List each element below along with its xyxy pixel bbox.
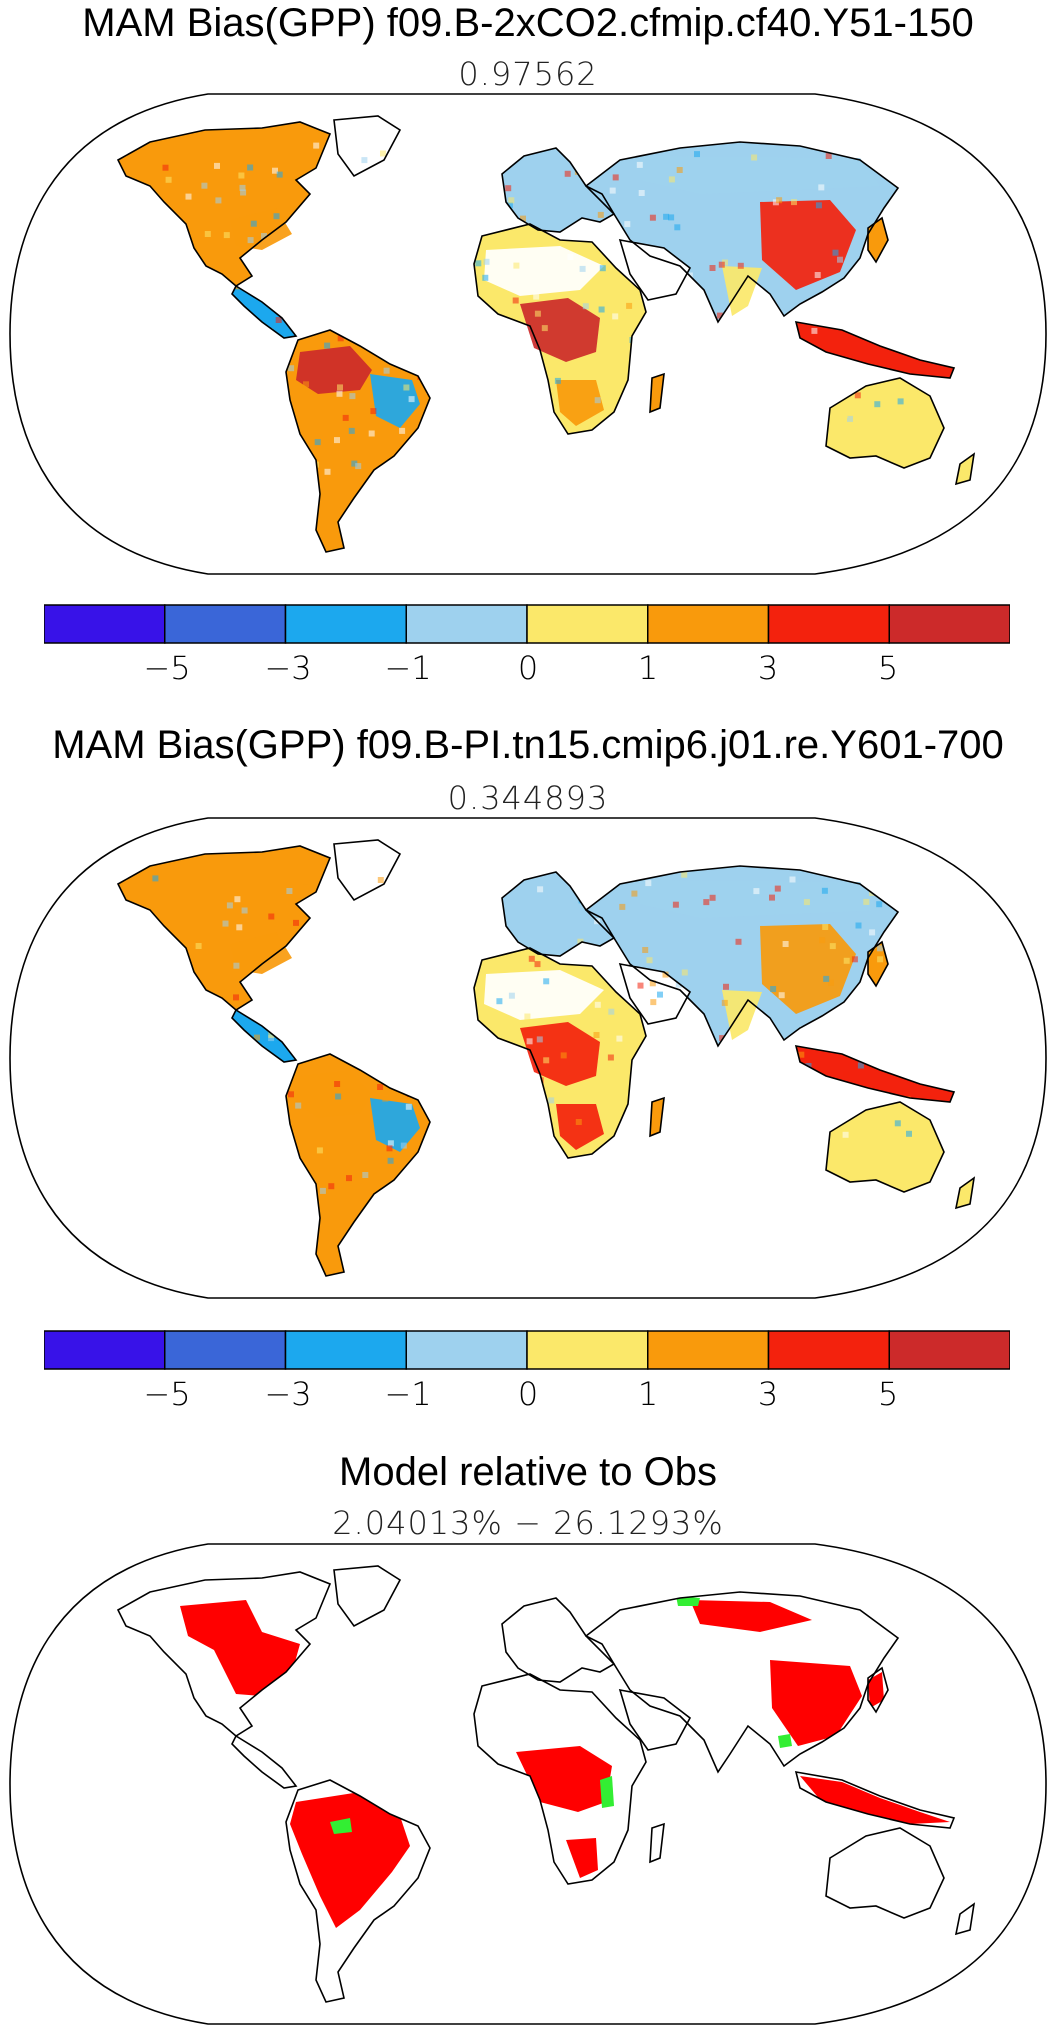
colorbar-swatch — [405, 1330, 528, 1370]
panel1-tick: 5 — [877, 649, 899, 687]
mask-region-japan — [868, 1672, 884, 1708]
colorbar-swatch — [888, 1330, 1010, 1370]
land-central-america — [232, 286, 296, 338]
land-japan — [868, 942, 888, 986]
land-indonesia — [796, 322, 954, 378]
coastlines — [116, 115, 976, 553]
land-australia — [826, 1102, 944, 1192]
panel2-colorbar — [44, 1330, 1010, 1370]
panel1-colorbar — [44, 604, 1010, 644]
mask-region-central-africa — [516, 1746, 612, 1812]
land-north-america — [118, 846, 330, 1010]
bias-patch-southern-africa — [556, 1104, 604, 1150]
map-frame — [9, 817, 1047, 1299]
colorbar-swatch — [164, 1330, 287, 1370]
mask-region-indonesia — [800, 1776, 950, 1824]
panel1-tick: −5 — [143, 649, 191, 687]
panel1-tick: −3 — [264, 649, 312, 687]
panel2-tick: −3 — [264, 1375, 312, 1413]
colorbar-swatch — [767, 1330, 890, 1370]
bias-patch-southern-africa — [556, 380, 604, 426]
panel2-tick: −5 — [143, 1375, 191, 1413]
land-new-zealand — [956, 454, 974, 484]
panel1-global-mean: 0.97562 — [458, 55, 598, 93]
mask-region-africa-green — [600, 1776, 614, 1808]
panel1-tick: −1 — [384, 649, 432, 687]
land-greenland — [334, 116, 400, 176]
bias-patch-amazon — [296, 1070, 372, 1118]
panel2-tick: 5 — [877, 1375, 899, 1413]
land-indonesia — [796, 1046, 954, 1102]
bias-patch-india — [722, 266, 762, 316]
colorbar-swatch — [284, 604, 407, 644]
colorbar-swatch — [405, 604, 528, 644]
land-europe — [502, 872, 614, 956]
panel3-map — [9, 1543, 1047, 2025]
panel3-map-content — [9, 1543, 1047, 2025]
colorbar-swatch — [888, 604, 1010, 644]
panel2-tick: −1 — [384, 1375, 432, 1413]
map-frame — [9, 93, 1047, 575]
land-japan — [868, 218, 888, 262]
mask-region-southern-africa — [566, 1838, 598, 1878]
colorbar-swatch — [44, 1330, 166, 1370]
colorbar-swatch — [44, 604, 166, 644]
land-new-zealand — [956, 1178, 974, 1208]
panel1-map-content — [9, 93, 1047, 575]
panel2-global-mean: 0.344893 — [447, 779, 609, 817]
panel2-tick: 1 — [637, 1375, 659, 1413]
bias-patch-siberia — [640, 880, 880, 918]
mask-region-amazon-green — [330, 1818, 352, 1834]
panel2-tick: 3 — [757, 1375, 779, 1413]
panel2-tick: 0 — [517, 1375, 539, 1413]
mask-region-amazon — [290, 1792, 410, 1928]
land-greenland — [334, 840, 400, 900]
bias-patch-amazon — [296, 346, 372, 394]
land-australia — [826, 378, 944, 468]
colorbar-swatch — [164, 604, 287, 644]
panel2-map — [9, 817, 1047, 1299]
mask-region-siberia — [690, 1600, 812, 1632]
panel1-map — [9, 93, 1047, 575]
coastlines — [116, 1565, 976, 2003]
panel1-tick: 3 — [757, 649, 779, 687]
colorbar-swatch — [647, 604, 770, 644]
bias-patch-east-asia — [760, 200, 856, 290]
coastlines — [116, 839, 976, 1277]
significance-mask — [180, 1596, 950, 1928]
land-europe — [502, 148, 614, 232]
colorbar-swatch — [284, 1330, 407, 1370]
bias-patch-india — [722, 990, 762, 1040]
colorbar-swatch — [526, 604, 649, 644]
bias-patch-sahara — [484, 246, 604, 296]
panel3-range: 2.04013% − 26.1293% — [332, 1504, 724, 1542]
panel1-tick: 1 — [637, 649, 659, 687]
mask-region-east-asia — [770, 1660, 862, 1746]
land-central-america — [232, 1010, 296, 1062]
panel3-title: Model relative to Obs — [339, 1450, 717, 1494]
colorbar-swatch — [526, 1330, 649, 1370]
colorbar-swatch — [767, 604, 890, 644]
panel1-tick: 0 — [517, 649, 539, 687]
bias-patch-sahara — [484, 970, 604, 1020]
colorbar-swatch — [647, 1330, 770, 1370]
panel2-colorbar-ticks: −5 −3 −1 0 1 3 5 — [0, 1376, 1056, 1416]
panel2-map-content — [9, 817, 1047, 1299]
panel1-title: MAM Bias(GPP) f09.B-2xCO2.cfmip.cf40.Y51… — [82, 1, 974, 45]
panel1-colorbar-ticks: −5 −3 −1 0 1 3 5 — [0, 650, 1056, 690]
bias-patch-us-east — [230, 932, 292, 974]
mask-region-china-green — [778, 1734, 792, 1748]
mask-region-north-america — [180, 1600, 300, 1696]
map-frame — [9, 1543, 1047, 2025]
land-north-america — [118, 122, 330, 286]
panel2-title: MAM Bias(GPP) f09.B-PI.tn15.cmip6.j01.re… — [52, 723, 1004, 767]
bias-patch-brazil-east — [370, 1098, 420, 1152]
